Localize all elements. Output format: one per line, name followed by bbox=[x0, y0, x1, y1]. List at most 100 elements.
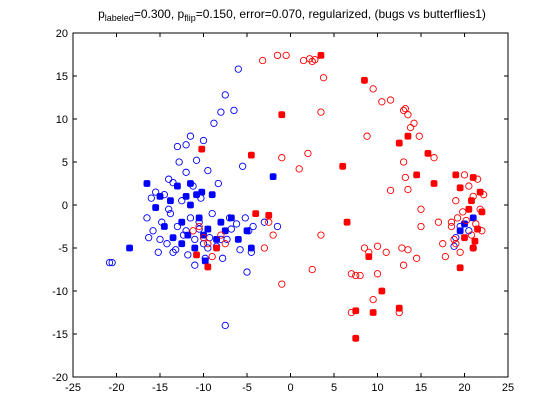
red-open-point bbox=[221, 240, 229, 248]
red-filled-point bbox=[265, 211, 273, 219]
red-open-point bbox=[363, 132, 371, 140]
red-open-point bbox=[452, 197, 460, 205]
red-open-point bbox=[401, 173, 409, 182]
red-filled-point bbox=[317, 51, 325, 59]
x-tick-label: -15 bbox=[152, 382, 168, 394]
blue-open-point bbox=[221, 91, 229, 99]
red-open-point bbox=[412, 254, 421, 262]
blue-filled-point bbox=[160, 223, 168, 230]
blue-open-point bbox=[465, 227, 473, 235]
blue-filled-point bbox=[184, 231, 192, 239]
blue-filled-point bbox=[191, 244, 199, 252]
blue-open-point bbox=[186, 132, 195, 140]
x-tick-label: -20 bbox=[109, 382, 125, 394]
blue-filled-point bbox=[198, 188, 206, 196]
red-filled-point bbox=[404, 132, 412, 140]
axis-ticks: -25 -20 -15 -10 -5 0 5 10 15 20 25-20-15-10-505101… bbox=[52, 28, 514, 394]
blue-filled-point bbox=[143, 180, 151, 187]
red-open-point bbox=[295, 165, 303, 173]
red-open-point bbox=[199, 234, 208, 242]
red-filled-point bbox=[278, 111, 286, 119]
blue-open-point bbox=[186, 214, 195, 222]
red-open-point bbox=[462, 216, 470, 225]
blue-filled-point bbox=[469, 214, 477, 222]
blue-filled-point bbox=[247, 244, 255, 252]
blue-filled-point bbox=[227, 214, 235, 222]
red-open-point bbox=[460, 171, 469, 179]
y-tick-label: -20 bbox=[52, 372, 68, 384]
blue-filled-point bbox=[173, 182, 181, 190]
blue-filled-point bbox=[221, 227, 229, 235]
blue-filled-point bbox=[187, 201, 194, 209]
red-open-point bbox=[278, 280, 286, 288]
red-open-point bbox=[447, 222, 456, 231]
blue-open-point bbox=[204, 244, 212, 252]
blue-filled-point bbox=[269, 173, 277, 181]
plot-area-frame bbox=[72, 32, 509, 378]
red-filled-point bbox=[424, 149, 432, 157]
x-tick-label: 15 bbox=[415, 382, 427, 394]
blue-open-point bbox=[238, 162, 247, 170]
blue-filled-point bbox=[178, 240, 186, 248]
red-filled-point bbox=[452, 171, 460, 179]
red-open-point bbox=[439, 240, 447, 248]
blue-open-point bbox=[452, 234, 460, 242]
red-open-point bbox=[347, 270, 356, 278]
blue-filled-point bbox=[201, 257, 209, 265]
blue-open-point bbox=[218, 254, 227, 262]
y-tick-label: 10 bbox=[56, 114, 68, 126]
blue-open-point bbox=[223, 235, 231, 244]
red-filled-point bbox=[395, 304, 403, 312]
blue-open-point bbox=[273, 222, 282, 231]
red-open-point bbox=[278, 154, 286, 162]
blue-open-point bbox=[169, 178, 177, 187]
red-open-point bbox=[465, 182, 473, 190]
red-open-point bbox=[369, 85, 377, 93]
red-open-point bbox=[430, 154, 438, 162]
red-filled-point bbox=[247, 151, 255, 159]
red-open-point bbox=[217, 231, 225, 239]
y-tick-label: 20 bbox=[56, 28, 68, 40]
blue-open-point bbox=[234, 65, 242, 73]
red-filled-point bbox=[365, 253, 373, 261]
blue-open-point bbox=[182, 141, 190, 149]
blue-filled-point bbox=[152, 204, 160, 211]
title-rest: =0.150, error=0.070, regularized, (bugs … bbox=[196, 7, 486, 21]
red-open-point bbox=[404, 246, 412, 254]
blue-open-point bbox=[205, 234, 214, 242]
blue-open-point bbox=[147, 194, 155, 202]
blue-filled-point bbox=[200, 231, 207, 239]
red-open-point bbox=[208, 252, 216, 261]
red-open-point bbox=[378, 98, 386, 106]
red-filled-point bbox=[476, 188, 484, 196]
x-tick-label: -5 bbox=[242, 382, 252, 394]
blue-filled-point bbox=[213, 235, 220, 243]
red-filled-point bbox=[198, 145, 206, 153]
blue-open-point bbox=[108, 258, 116, 267]
x-tick-label: 0 bbox=[287, 382, 293, 394]
red-open-point bbox=[265, 218, 273, 226]
blue-open-point bbox=[173, 222, 182, 231]
blue-open-point bbox=[172, 246, 180, 254]
red-filled-point bbox=[456, 184, 464, 192]
red-filled-point bbox=[213, 244, 220, 252]
red-open-point bbox=[373, 242, 382, 250]
y-tick-label: -10 bbox=[52, 286, 68, 298]
blue-open-point bbox=[182, 168, 190, 176]
red-filled-point bbox=[465, 205, 473, 213]
red-filled-point bbox=[204, 263, 212, 271]
x-tick-label: -10 bbox=[196, 382, 212, 394]
red-filled-point bbox=[361, 76, 368, 84]
red-open-point bbox=[259, 56, 267, 65]
red-open-point bbox=[398, 244, 406, 252]
red-filled-point bbox=[378, 287, 386, 295]
blue-filled-point bbox=[456, 227, 464, 235]
red-filled-point bbox=[352, 334, 360, 342]
blue-open-point bbox=[241, 214, 249, 222]
red-open-point bbox=[317, 231, 325, 239]
blue-open-point bbox=[166, 209, 175, 218]
red-open-point bbox=[305, 55, 314, 63]
red-open-point bbox=[273, 51, 282, 60]
red-open-point bbox=[319, 74, 328, 82]
blue-open-point bbox=[249, 222, 257, 231]
